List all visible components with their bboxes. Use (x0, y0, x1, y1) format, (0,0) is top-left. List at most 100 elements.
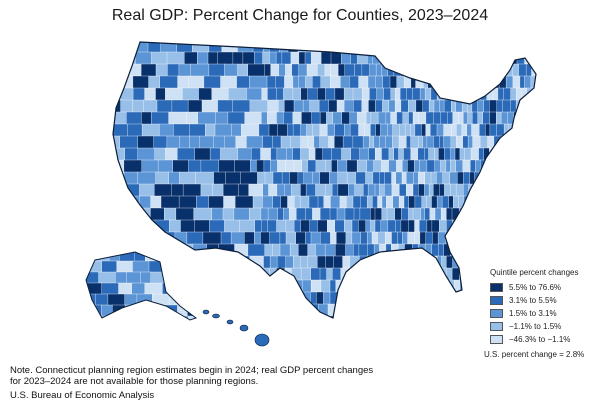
county-cell (349, 111, 358, 125)
legend-label-q2: 3.1% to 5.5% (509, 296, 557, 305)
county-cell (135, 51, 152, 65)
county-cell (439, 99, 445, 113)
county-cell (381, 207, 388, 221)
county-cell (130, 315, 146, 318)
county-cell (220, 231, 232, 245)
county-cell (382, 75, 391, 89)
county-cell (254, 231, 261, 245)
county-cell (101, 304, 113, 317)
county-cell (536, 148, 542, 160)
county-cell (456, 51, 464, 65)
county-cell (267, 99, 279, 113)
county-cell (151, 51, 168, 65)
county-cell (261, 87, 268, 101)
county-cell (148, 75, 161, 89)
county-cell (353, 207, 361, 221)
county-cell (290, 135, 302, 149)
county-cell (185, 293, 196, 306)
county-cell (417, 51, 426, 65)
county-cell (337, 159, 348, 173)
county-cell (354, 63, 363, 77)
county-cell (178, 195, 197, 209)
county-cell (343, 99, 354, 113)
county-cell (439, 219, 447, 233)
county-cell (341, 111, 351, 125)
county-cell (318, 99, 330, 113)
county-cell (263, 159, 271, 173)
county-cell (251, 147, 261, 161)
county-cell (477, 111, 484, 125)
county-cell (278, 99, 285, 113)
county-cell (327, 219, 336, 233)
county-cell (348, 279, 357, 293)
county-cell (315, 243, 326, 257)
county-cell (489, 207, 497, 221)
county-cell (503, 87, 512, 101)
county-cell (443, 135, 452, 149)
county-cell (402, 231, 409, 245)
county-cell (356, 267, 367, 281)
county-cell (406, 171, 414, 185)
county-cell (334, 123, 345, 137)
county-cell (209, 219, 225, 233)
county-cell (307, 255, 318, 269)
county-cell (433, 63, 440, 77)
county-cell (182, 183, 202, 197)
county-cell (239, 303, 253, 317)
county-cell (517, 255, 525, 269)
county-cell (387, 219, 396, 233)
county-cell (497, 171, 506, 185)
legend-swatch-q4 (490, 322, 503, 331)
county-cell (340, 267, 352, 281)
county-cell (345, 243, 354, 257)
county-cell (330, 51, 342, 65)
county-cell (400, 219, 409, 233)
county-cell (326, 111, 334, 125)
county-cell (342, 279, 350, 293)
county-cell (314, 42, 322, 53)
county-cell (408, 267, 415, 281)
county-cell (202, 231, 222, 245)
county-cell (166, 135, 181, 149)
county-cell (264, 171, 274, 185)
county-cell (299, 195, 310, 209)
county-cell (532, 87, 536, 101)
county-cell (159, 123, 174, 137)
county-cell (163, 255, 181, 269)
county-cell (254, 219, 262, 233)
county-cell (249, 75, 268, 89)
county-cell (365, 111, 372, 125)
county-cell (388, 159, 397, 173)
county-cell (489, 243, 496, 257)
county-cell (336, 207, 346, 221)
county-cell (300, 87, 308, 101)
county-cell (293, 219, 301, 233)
county-cell (188, 159, 202, 173)
county-cell (476, 303, 484, 317)
county-cell (229, 279, 242, 293)
county-cell (258, 123, 270, 137)
county-cell (298, 51, 306, 65)
footnote-line-1: Note. Connecticut planning region estima… (10, 365, 374, 376)
county-cell (470, 195, 478, 209)
county-cell (428, 99, 435, 113)
county-cell (496, 159, 504, 173)
county-cell (301, 159, 309, 173)
county-cell (287, 123, 294, 137)
county-cell (463, 51, 470, 65)
county-cell (398, 51, 405, 65)
county-cell (429, 207, 436, 221)
county-cell (150, 195, 162, 209)
county-cell (396, 267, 403, 281)
county-cell (408, 207, 414, 221)
county-cell (194, 147, 211, 161)
county-cell (422, 135, 428, 149)
county-cell (144, 282, 163, 295)
county-cell (171, 183, 184, 197)
county-cell (437, 231, 446, 245)
county-cell (414, 63, 421, 77)
county-cell (368, 147, 376, 161)
county-cell (312, 123, 321, 137)
county-cell (399, 87, 407, 101)
county-cell (392, 123, 400, 137)
